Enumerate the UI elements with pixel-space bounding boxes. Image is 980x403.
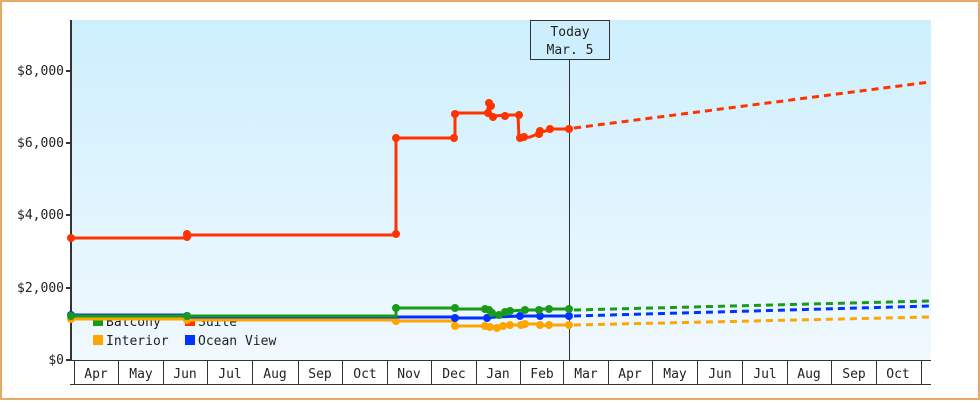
y-tick-label: $8,000 [17, 64, 64, 79]
x-tick-label: Aug [263, 367, 286, 382]
legend-label: Interior [106, 334, 169, 349]
right-margin [931, 20, 978, 360]
legend-swatch [93, 316, 103, 326]
y-tick-label: $2,000 [17, 281, 64, 296]
x-tick-labels: Apr May Jun Jul Aug Sep Oct Nov Dec Jan … [84, 367, 909, 382]
x-tick-label: Apr [84, 367, 108, 382]
plot-area [72, 20, 931, 360]
today-label-line2: Mar. 5 [547, 43, 594, 58]
legend-item-ocean-view: Ocean View [185, 334, 276, 349]
x-tick-label: Aug [797, 367, 820, 382]
x-tick-label: Sep [308, 367, 332, 382]
legend-label: Ocean View [198, 334, 276, 349]
suite-series [67, 99, 573, 242]
x-tick-label: Nov [397, 367, 421, 382]
interior-series [67, 315, 573, 332]
y-ticks: $0 $2,000 $4,000 $6,000 $8,000 [17, 64, 71, 368]
balcony-series [67, 304, 573, 320]
y-tick-label: $4,000 [17, 208, 64, 223]
x-tick-label: Feb [530, 367, 554, 382]
x-tick-label: Jun [708, 367, 731, 382]
x-tick-label: Apr [618, 367, 642, 382]
x-axis [70, 360, 931, 385]
x-tick-label: Mar [574, 367, 598, 382]
x-tick-label: Jan [486, 367, 509, 382]
x-tick-label: Jul [218, 367, 241, 382]
x-tick-label: May [663, 367, 687, 382]
x-tick-label: Dec [442, 367, 465, 382]
x-tick-label: Sep [842, 367, 866, 382]
legend-swatch [93, 335, 103, 345]
y-tick-label: $0 [48, 353, 64, 368]
x-tick-label: Oct [886, 367, 909, 382]
legend-swatch [185, 335, 195, 345]
x-tick-label: Jul [753, 367, 776, 382]
today-label-line1: Today [550, 25, 589, 40]
price-chart: $0 $2,000 $4,000 $6,000 $8,000 Apr May J… [17, 20, 978, 385]
today-label: Today Mar. 5 [530, 20, 610, 60]
x-tick-label: Jun [173, 367, 196, 382]
x-tick-label: May [129, 367, 153, 382]
x-tick-label: Oct [353, 367, 376, 382]
y-tick-label: $6,000 [17, 136, 64, 151]
legend-item-interior: Interior [93, 334, 169, 349]
